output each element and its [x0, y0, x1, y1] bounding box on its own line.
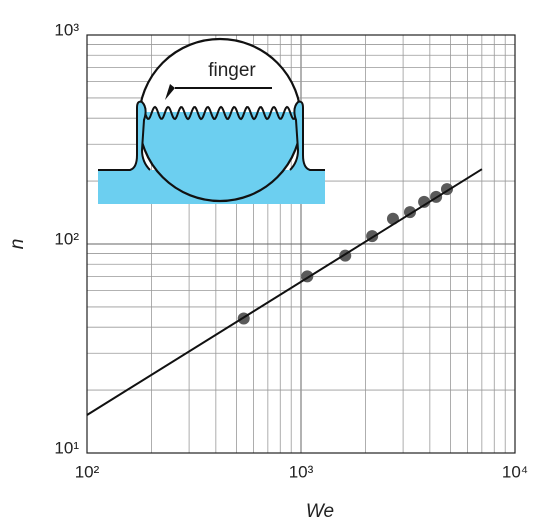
plot-frame [86, 34, 516, 454]
rim-left [98, 100, 151, 171]
fit-line [86, 168, 483, 416]
y-tick-label: 10³ [54, 20, 79, 39]
fingers [144, 105, 298, 121]
rim-right [289, 100, 325, 171]
x-axis-label: We [306, 501, 334, 522]
inset-diagram: finger [98, 37, 325, 204]
annotation: finger [208, 60, 256, 81]
y-tick-label: 10¹ [54, 438, 79, 457]
arrow-head [165, 84, 175, 100]
x-tick-label: 10² [75, 462, 100, 481]
x-tick-label: 10³ [289, 462, 314, 481]
y-axis-label: n [7, 239, 28, 250]
data-point [418, 195, 431, 208]
x-tick-label: 10⁴ [502, 462, 528, 481]
y-tick-label: 10² [54, 229, 79, 248]
